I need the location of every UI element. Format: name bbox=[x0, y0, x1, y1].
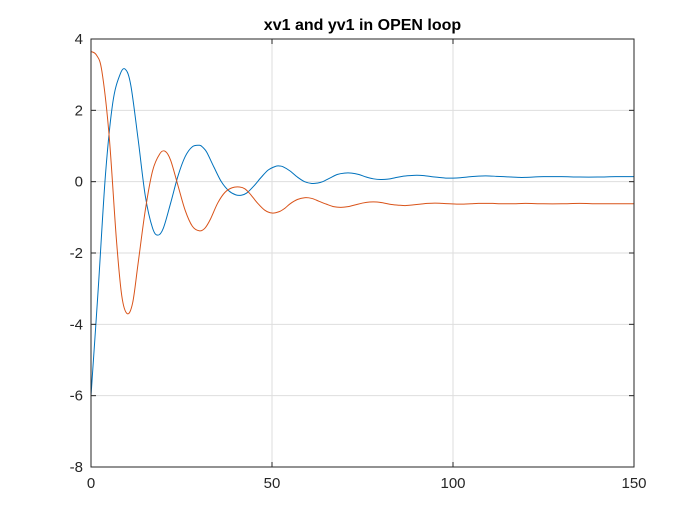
series-layer bbox=[90, 50, 635, 397]
x-tick-label: 0 bbox=[87, 475, 95, 492]
y-tick-label: 0 bbox=[75, 174, 83, 191]
y-tick-label: -6 bbox=[70, 388, 83, 405]
series-line-2 bbox=[90, 50, 635, 315]
chart-title: xv1 and yv1 in OPEN loop bbox=[264, 17, 462, 34]
x-tick-label: 50 bbox=[264, 475, 281, 492]
y-tick-label: 2 bbox=[75, 102, 83, 119]
y-tick-label: -2 bbox=[70, 245, 83, 262]
x-tick-label: 100 bbox=[440, 475, 465, 492]
series-line-1 bbox=[90, 68, 635, 397]
y-tick-label: -4 bbox=[70, 316, 83, 333]
y-tick-label: -8 bbox=[70, 459, 83, 476]
x-tick-label: 150 bbox=[621, 475, 646, 492]
y-tick-label: 4 bbox=[75, 31, 83, 48]
tick-labels: 0 50 100 150 -8 -6 -4 -2 0 2 4 bbox=[70, 31, 647, 492]
ticks bbox=[90, 38, 635, 468]
